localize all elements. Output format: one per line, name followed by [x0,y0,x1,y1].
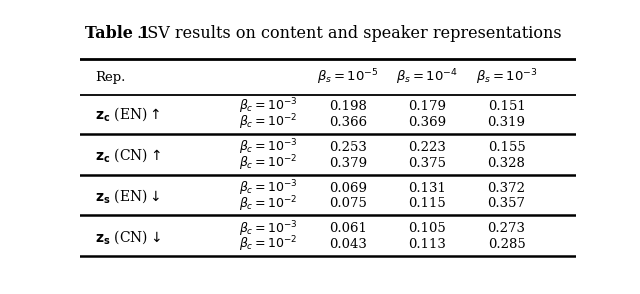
Text: $\beta_c = 10^{-3}$: $\beta_c = 10^{-3}$ [239,97,298,116]
Text: $\mathbf{z_s}$ (EN)$\downarrow$: $\mathbf{z_s}$ (EN)$\downarrow$ [95,187,160,205]
Text: 0.069: 0.069 [329,182,367,195]
Text: $\mathbf{z_c}$ (EN)$\uparrow$: $\mathbf{z_c}$ (EN)$\uparrow$ [95,106,160,123]
Text: 0.379: 0.379 [329,157,367,170]
Text: $\mathbf{z_s}$ (CN)$\downarrow$: $\mathbf{z_s}$ (CN)$\downarrow$ [95,228,161,246]
Text: 0.223: 0.223 [408,141,446,154]
Text: 0.043: 0.043 [329,238,367,251]
Text: 0.273: 0.273 [488,222,525,235]
Text: 0.061: 0.061 [329,222,367,235]
Text: 0.375: 0.375 [408,157,446,170]
Text: $\beta_s = 10^{-5}$: $\beta_s = 10^{-5}$ [317,67,379,87]
Text: 0.131: 0.131 [408,182,446,195]
Text: $\beta_c = 10^{-2}$: $\beta_c = 10^{-2}$ [239,153,297,173]
Text: . SV results on content and speaker representations: . SV results on content and speaker repr… [137,25,562,42]
Text: Table 1: Table 1 [85,25,150,42]
Text: 0.198: 0.198 [329,100,367,113]
Text: Rep.: Rep. [95,71,125,84]
Text: 0.115: 0.115 [408,198,446,211]
Text: 0.328: 0.328 [488,157,525,170]
Text: 0.155: 0.155 [488,141,525,154]
Text: $\beta_c = 10^{-2}$: $\beta_c = 10^{-2}$ [239,194,297,214]
Text: $\mathbf{z_c}$ (CN)$\uparrow$: $\mathbf{z_c}$ (CN)$\uparrow$ [95,146,161,164]
Text: $\beta_c = 10^{-3}$: $\beta_c = 10^{-3}$ [239,219,298,239]
Text: 0.369: 0.369 [408,116,446,129]
Text: $\beta_c = 10^{-2}$: $\beta_c = 10^{-2}$ [239,235,297,255]
Text: $\beta_s = 10^{-3}$: $\beta_s = 10^{-3}$ [476,67,538,87]
Text: $\beta_c = 10^{-3}$: $\beta_c = 10^{-3}$ [239,138,298,157]
Text: 0.179: 0.179 [408,100,446,113]
Text: 0.366: 0.366 [329,116,367,129]
Text: 0.372: 0.372 [488,182,525,195]
Text: 0.105: 0.105 [408,222,446,235]
Text: 0.319: 0.319 [488,116,525,129]
Text: $\beta_c = 10^{-3}$: $\beta_c = 10^{-3}$ [239,178,298,198]
Text: 0.285: 0.285 [488,238,525,251]
Text: $\beta_s = 10^{-4}$: $\beta_s = 10^{-4}$ [396,67,458,87]
Text: 0.357: 0.357 [488,198,525,211]
Text: 0.151: 0.151 [488,100,525,113]
Text: $\beta_c = 10^{-2}$: $\beta_c = 10^{-2}$ [239,113,297,132]
Text: 0.253: 0.253 [329,141,367,154]
Text: 0.113: 0.113 [408,238,446,251]
Text: 0.075: 0.075 [329,198,367,211]
